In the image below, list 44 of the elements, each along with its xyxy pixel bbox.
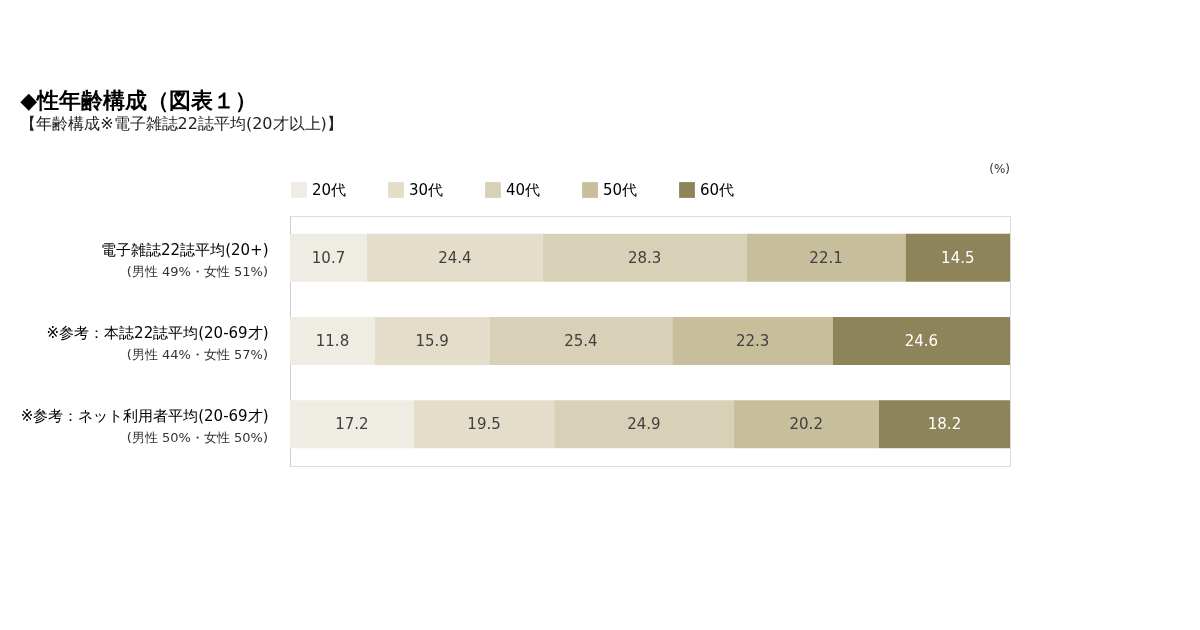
chart-subtitle: 【年齢構成※電子雑誌22誌平均(20才以上)】: [20, 114, 343, 133]
bar: [542, 233, 747, 282]
bar: [878, 400, 1010, 449]
data-label: 22.1: [809, 248, 843, 267]
y-tick-label: ※参考：ネット利用者平均(20-69才): [20, 407, 269, 426]
bar: [413, 400, 555, 449]
text: (男性 49%・女性 51%): [126, 263, 268, 279]
bar: [733, 400, 879, 449]
data-label: 22.3: [735, 332, 770, 350]
bar: [489, 317, 673, 365]
bar: [290, 317, 375, 365]
data-label: 25.4: [564, 332, 598, 350]
y-tick-label: ※参考：本誌22誌平均(20-69才): [46, 324, 269, 342]
data-label: 19.5: [467, 415, 501, 434]
data-label: 10.7: [311, 248, 346, 267]
bar: [290, 400, 414, 449]
bar: [367, 233, 543, 282]
data-label: 24.9: [627, 415, 661, 434]
bar: [554, 400, 734, 449]
y-tick-label: 電子雑誌22誌平均(20+): [101, 240, 269, 259]
data-label: 24.6: [904, 332, 939, 350]
data-label: 15.9: [415, 332, 449, 350]
text: (%): [989, 162, 1010, 176]
text: (男性 50%・女性 50%): [126, 430, 268, 446]
data-label: 14.5: [941, 248, 975, 267]
text: (男性 44%・女性 57%): [126, 347, 268, 362]
data-label: 18.2: [927, 415, 962, 434]
legend-label: 40代: [506, 181, 541, 199]
data-label: 28.3: [627, 248, 662, 267]
legend-label: 20代: [312, 181, 347, 199]
bar: [374, 317, 490, 365]
chart-title: ◆性年齢構成（図表１）: [20, 88, 258, 113]
bar: [832, 317, 1010, 365]
legend-label: 60代: [700, 181, 735, 199]
bar: [290, 233, 368, 282]
data-label: 11.8: [315, 332, 350, 350]
bar: [672, 317, 833, 365]
legend-label: 50代: [603, 181, 638, 199]
data-label: 20.2: [789, 415, 823, 434]
bar: [905, 233, 1010, 282]
data-label: 24.4: [438, 248, 472, 267]
legend-label: 30代: [409, 181, 444, 199]
data-label: 17.2: [335, 415, 369, 434]
bar: [746, 233, 906, 282]
